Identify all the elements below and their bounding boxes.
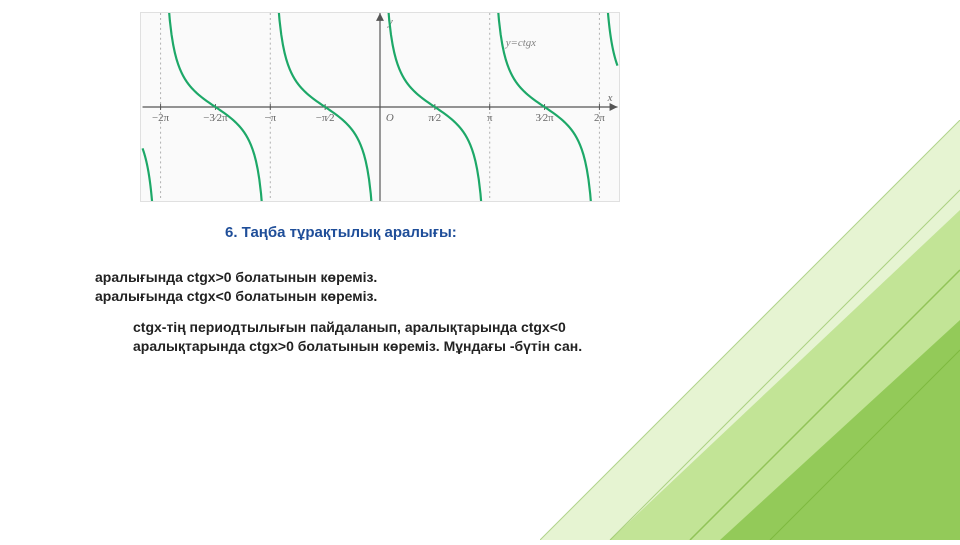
body-line-4: аралықтарында ctgх>0 болатынын көреміз. … [133, 337, 582, 356]
svg-text:−π⁄2: −π⁄2 [316, 112, 335, 124]
svg-text:3⁄2π: 3⁄2π [535, 112, 554, 124]
section-heading: 6. Таңба тұрақтылық аралығы: [225, 224, 457, 241]
svg-text:π: π [487, 112, 493, 124]
cotangent-chart: −2π−3⁄2π−π−π⁄2π⁄2π3⁄2π2πOyxy=ctgx [140, 12, 620, 202]
text-block-2: ctgх-тің периодтылығын пайдаланып, аралы… [133, 318, 582, 356]
body-line-1: аралығында ctgх>0 болатынын көреміз. [95, 268, 377, 287]
svg-text:x: x [607, 92, 613, 104]
slide: −2π−3⁄2π−π−π⁄2π⁄2π3⁄2π2πOyxy=ctgx 6. Таң… [0, 0, 960, 540]
svg-text:O: O [386, 112, 394, 124]
svg-text:−π: −π [264, 112, 276, 124]
svg-text:−2π: −2π [152, 112, 170, 124]
body-line-3: ctgх-тің периодтылығын пайдаланып, аралы… [133, 318, 582, 337]
svg-text:2π: 2π [594, 112, 605, 124]
body-line-2: аралығында ctgх<0 болатынын көреміз. [95, 287, 377, 306]
svg-text:π⁄2: π⁄2 [428, 112, 441, 124]
chart-svg: −2π−3⁄2π−π−π⁄2π⁄2π3⁄2π2πOyxy=ctgx [141, 13, 619, 201]
svg-text:y=ctgx: y=ctgx [505, 37, 536, 49]
text-block-1: аралығында ctgх>0 болатынын көреміз. ара… [95, 268, 377, 306]
